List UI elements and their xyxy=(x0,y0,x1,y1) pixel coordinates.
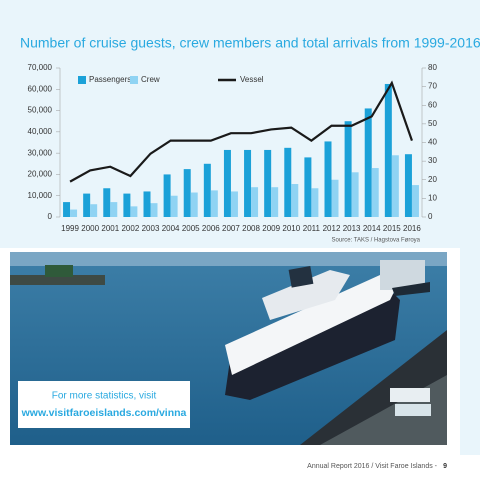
page-number: 9 xyxy=(443,463,447,470)
bar xyxy=(63,202,71,217)
x-tick-label: 2000 xyxy=(81,224,99,233)
chart-panel xyxy=(0,0,480,248)
bar xyxy=(170,195,178,217)
y2-tick-label: 80 xyxy=(428,63,437,72)
x-tick-label: 2016 xyxy=(403,224,421,233)
bar xyxy=(223,149,231,217)
x-tick-label: 2008 xyxy=(242,224,260,233)
callout-box xyxy=(18,381,190,428)
x-tick-label: 2005 xyxy=(182,224,200,233)
bar xyxy=(70,209,78,217)
legend-label: Crew xyxy=(141,75,160,84)
x-tick-label: 2001 xyxy=(101,224,119,233)
bar xyxy=(404,154,412,217)
footer-text: Annual Report 2016 / Visit Faroe Islands… xyxy=(307,463,438,470)
y2-tick-label: 70 xyxy=(428,82,437,91)
y2-tick-label: 60 xyxy=(428,100,437,109)
chart-title: Number of cruise guests, crew members an… xyxy=(20,35,480,51)
bar xyxy=(183,169,191,217)
y2-tick-label: 30 xyxy=(428,156,437,165)
bar xyxy=(384,83,392,217)
bar xyxy=(311,188,319,217)
y-tick-label: 40,000 xyxy=(28,127,53,136)
x-tick-label: 2012 xyxy=(323,224,341,233)
y2-tick-label: 0 xyxy=(428,212,433,221)
callout-text: For more statistics, visit xyxy=(52,391,157,402)
bar xyxy=(123,193,131,217)
bar xyxy=(203,163,211,217)
x-tick-label: 2013 xyxy=(343,224,361,233)
y2-tick-label: 20 xyxy=(428,175,437,184)
y-tick-label: 70,000 xyxy=(28,63,53,72)
bar xyxy=(371,168,379,217)
legend-swatch xyxy=(130,76,138,84)
bar xyxy=(251,187,259,217)
y2-tick-label: 40 xyxy=(428,138,437,147)
side-strip xyxy=(460,0,480,455)
bar xyxy=(324,141,332,217)
x-tick-label: 2014 xyxy=(363,224,381,233)
legend-label: Vessel xyxy=(240,75,264,84)
y-tick-label: 10,000 xyxy=(28,191,53,200)
bar xyxy=(344,121,352,217)
y-tick-label: 20,000 xyxy=(28,170,53,179)
y-tick-label: 30,000 xyxy=(28,148,53,157)
bar xyxy=(83,193,91,217)
x-tick-label: 2015 xyxy=(383,224,401,233)
bar xyxy=(331,179,339,217)
y2-tick-label: 10 xyxy=(428,193,437,202)
bar xyxy=(110,202,118,217)
bar xyxy=(143,191,151,217)
bar xyxy=(130,206,138,217)
bar xyxy=(391,155,399,217)
x-tick-label: 2011 xyxy=(303,224,321,233)
x-tick-label: 2010 xyxy=(282,224,300,233)
y-tick-label: 0 xyxy=(48,212,53,221)
x-tick-label: 2007 xyxy=(222,224,240,233)
bar xyxy=(284,147,292,217)
bar xyxy=(150,203,158,217)
y-tick-label: 50,000 xyxy=(28,106,53,115)
y-tick-label: 60,000 xyxy=(28,84,53,93)
x-tick-label: 2004 xyxy=(162,224,180,233)
bar xyxy=(271,187,279,217)
x-tick-label: 2009 xyxy=(262,224,280,233)
legend-swatch xyxy=(78,76,86,84)
source: Source: TAKS / Hagstova Føroya xyxy=(332,238,421,244)
bar xyxy=(244,149,252,217)
bar xyxy=(210,190,218,217)
bar xyxy=(291,184,299,217)
harbour-photo xyxy=(10,252,447,445)
bar xyxy=(411,185,419,217)
bar xyxy=(90,204,98,217)
bar xyxy=(230,191,238,217)
x-tick-label: 2006 xyxy=(202,224,220,233)
bar xyxy=(351,172,359,217)
bar xyxy=(103,188,111,217)
bar xyxy=(304,157,312,217)
legend-label: Passengers xyxy=(89,75,131,84)
x-tick-label: 2003 xyxy=(142,224,160,233)
y2-tick-label: 50 xyxy=(428,119,437,128)
callout-link[interactable]: www.visitfaroeislands.com/vinna xyxy=(21,407,187,419)
bar xyxy=(364,108,372,217)
line xyxy=(69,80,413,183)
x-tick-label: 1999 xyxy=(61,224,79,233)
bar xyxy=(264,149,272,217)
x-tick-label: 2002 xyxy=(121,224,139,233)
bar xyxy=(163,174,171,217)
bar xyxy=(190,192,198,217)
